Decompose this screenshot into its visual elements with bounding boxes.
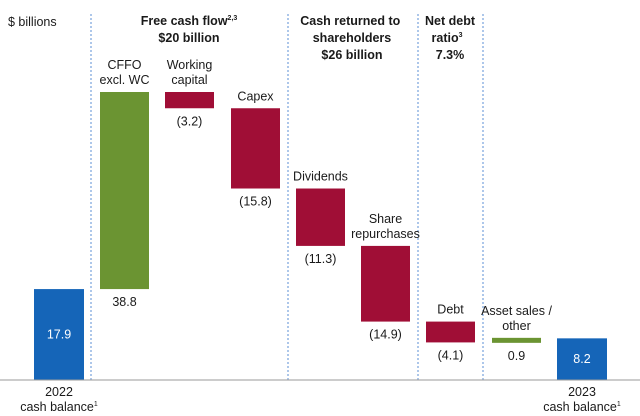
bar-div <box>296 188 345 246</box>
bars-layer <box>34 92 607 380</box>
category-label-capex: Capex <box>237 89 274 103</box>
bar-end <box>557 338 607 380</box>
category-label-div: Dividends <box>293 170 348 184</box>
bar-wc <box>165 92 214 109</box>
value-label-buyback: (14.9) <box>369 328 402 342</box>
section-title-line2: shareholders <box>313 31 392 45</box>
category-label-cffo: CFFO excl. WC <box>100 58 150 87</box>
section-title: Free cash flow <box>141 14 228 28</box>
category-label-buyback: Share repurchases <box>351 212 420 241</box>
category-label-wc: Working capital <box>167 58 213 87</box>
section-title: Cash returned to <box>300 14 400 28</box>
section-header-net-debt: Net debt ratio3 7.3% <box>425 14 476 62</box>
svg-text:Cash returned to sharehold: Cash returned to shareholders <box>300 14 404 45</box>
value-label-div: (11.3) <box>305 252 337 266</box>
section-dividers <box>90 14 484 380</box>
bar-cffo <box>100 92 149 290</box>
value-label-end: 8.2 <box>573 352 590 366</box>
section-value: 7.3% <box>436 48 465 62</box>
bar-asset <box>492 337 541 343</box>
section-value: $26 billion <box>321 48 382 62</box>
value-label-wc: (3.2) <box>177 114 203 128</box>
svg-text:Free cash flow2,3: Free cash flow2,3 <box>141 14 238 28</box>
value-label-cffo: 38.8 <box>112 295 136 309</box>
value-label-capex: (15.8) <box>239 195 272 209</box>
bar-debt <box>426 321 475 343</box>
category-label-debt: Debt <box>437 303 464 317</box>
value-label-start: 17.9 <box>47 328 71 342</box>
bar-buyback <box>361 245 410 322</box>
unit-label: $ billions <box>8 15 57 29</box>
bar-capex <box>231 108 280 189</box>
section-value: $20 billion <box>158 31 219 45</box>
section-header-cash-returned: Cash returned to shareholders $26 billio… <box>300 14 404 62</box>
category-label-start: 2022 cash balance1 <box>20 385 98 414</box>
section-title: Net debt ratio3 <box>425 14 476 45</box>
labels-layer: 17.9 2022 cash balance1 38.8 CFFO excl. WC (3.… <box>20 58 621 414</box>
bar-start <box>34 289 84 380</box>
section-header-free-cash-flow: Free cash flow2,3 $20 billion <box>141 14 238 45</box>
category-label-asset: Asset sales / other <box>481 304 552 333</box>
value-label-debt: (4.1) <box>438 348 464 362</box>
category-label-end: 2023 cash balance1 <box>543 385 621 414</box>
section-title-sup: 2,3 <box>228 15 238 22</box>
value-label-asset: 0.9 <box>508 349 525 363</box>
